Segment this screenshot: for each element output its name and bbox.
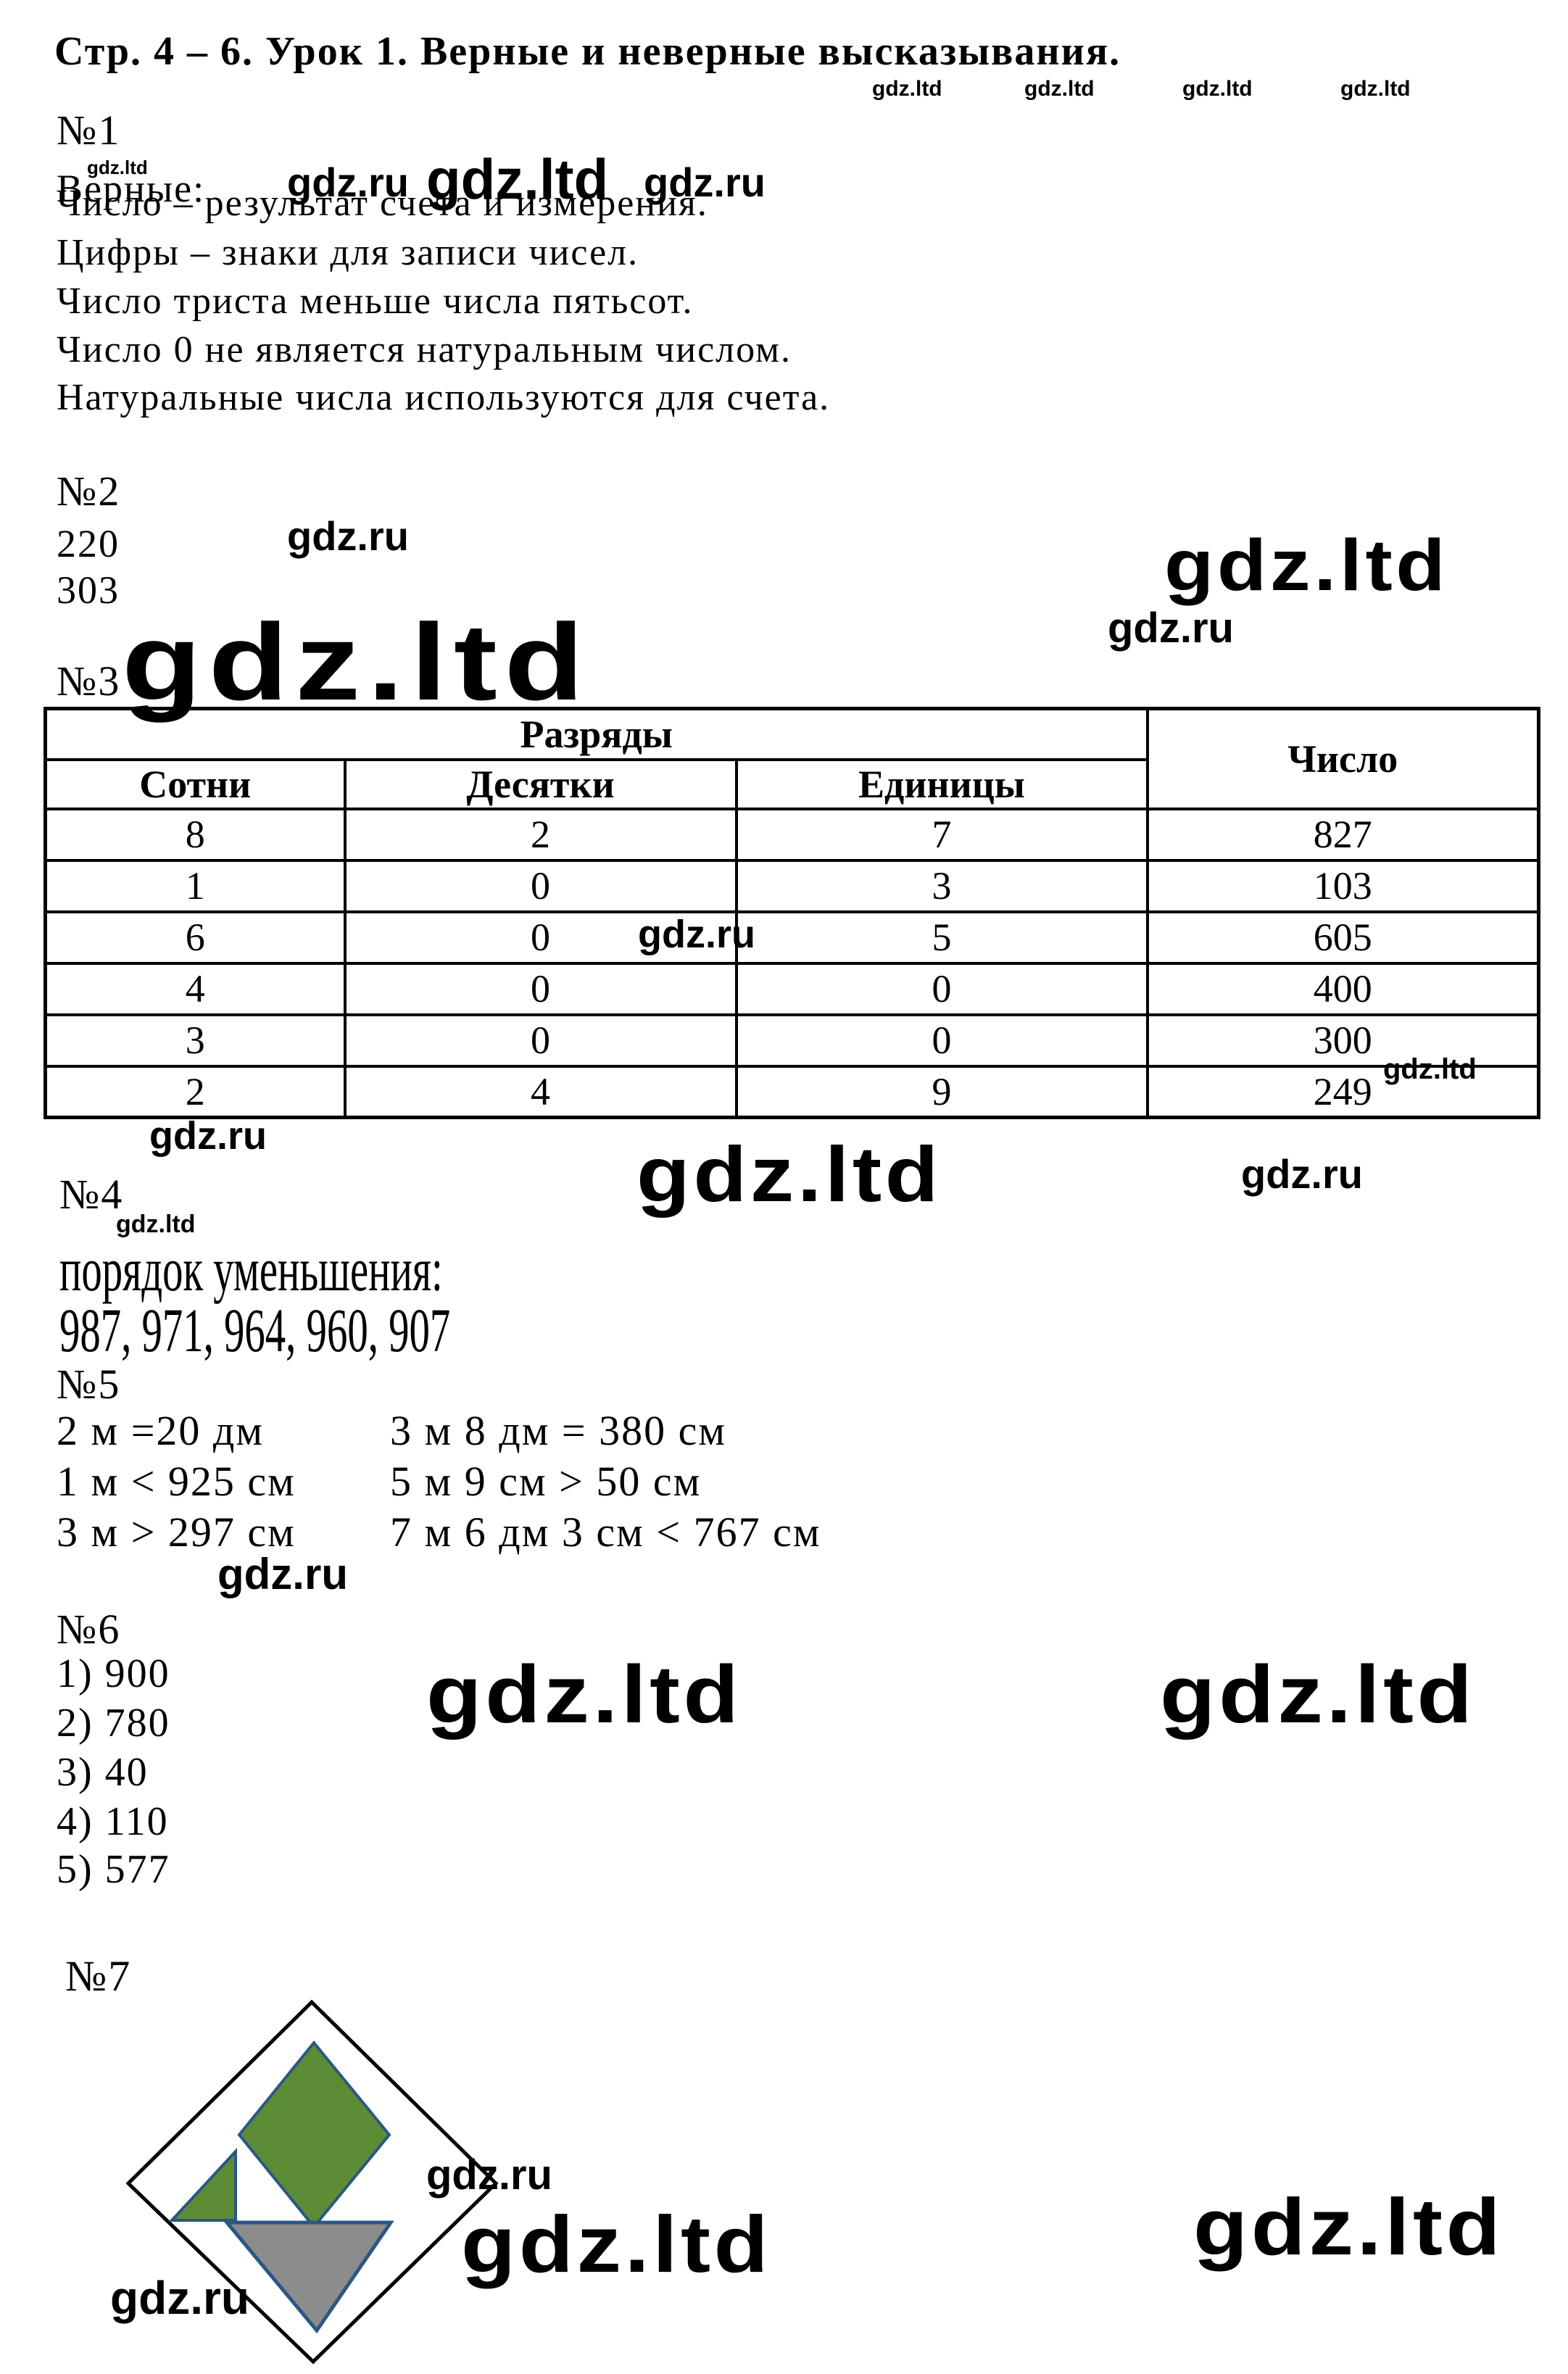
statement: Число – результат счета и измерения. [57, 183, 708, 224]
page-title: Стр. 4 – 6. Урок 1. Верные и неверные вы… [54, 29, 1121, 74]
table-header-digits: Разряды [43, 707, 1149, 761]
table-cell: 249 [1145, 1064, 1540, 1119]
table-header-units: Единицы [734, 758, 1149, 810]
watermark-gdz-ru: gdz.ru [426, 2151, 552, 2199]
watermark-gdz-ru: gdz.ru [1241, 1151, 1363, 1197]
table-cell: 8 [43, 807, 347, 862]
table-cell: 9 [734, 1064, 1149, 1119]
table-cell: 5 [734, 910, 1149, 965]
task-5-item: 3 м 8 дм = 380 см [390, 1407, 727, 1454]
watermark-gdz-ltd: gdz.ltd [116, 1211, 196, 1238]
table-cell: 0 [343, 961, 738, 1016]
task-1-intro: Верные: [57, 167, 206, 210]
statement: Число триста меньше числа пятьсот. [57, 281, 694, 322]
table-cell: 7 [734, 807, 1149, 862]
watermark-gdz-ltd: gdz.ltd [1383, 1053, 1477, 1085]
statement: Натуральные числа используются для счета… [57, 377, 831, 418]
watermark-gdz-ltd: gdz.ltd [87, 157, 148, 178]
task-7-figure [125, 1999, 499, 2365]
green-triangle-shape [168, 2147, 237, 2222]
statement: Число 0 не является натуральным числом. [57, 329, 792, 370]
watermark-gdz-ltd: gdz.ltd [122, 601, 592, 723]
table-cell: 0 [343, 910, 738, 965]
task-6-label: №6 [57, 1606, 121, 1653]
task-6-item: 4) 110 [57, 1799, 169, 1844]
table-cell: 3 [43, 1013, 347, 1068]
table-row: 1 0 3 103 [43, 858, 1540, 913]
statement: Цифры – знаки для записи чисел. [57, 232, 639, 273]
table-cell: 4 [43, 961, 347, 1016]
table-header-hundreds: Сотни [43, 758, 347, 810]
task-6-item: 5) 577 [57, 1847, 170, 1892]
table-cell: 4 [343, 1064, 738, 1119]
watermark-gdz-ltd: gdz.ltd [426, 147, 609, 211]
task-2-label: №2 [57, 468, 121, 515]
table-row: 4 0 0 400 [43, 961, 1540, 1016]
watermark-gdz-ru: gdz.ru [287, 159, 409, 205]
watermark-gdz-ru: gdz.ru [149, 1114, 267, 1158]
watermark-gdz-ltd: gdz.ltd [1193, 2183, 1504, 2272]
watermark-gdz-ru: gdz.ru [217, 1550, 348, 1598]
table-cell: 3 [734, 858, 1149, 913]
watermark-gdz-ltd: gdz.ltd [1182, 77, 1253, 101]
watermark-gdz-ru: gdz.ru [638, 913, 755, 956]
table-cell: 827 [1145, 807, 1540, 862]
task-5-item: 3 м > 297 см [57, 1508, 296, 1556]
watermark-gdz-ru: gdz.ru [644, 159, 766, 205]
table-row: 8 2 7 827 [43, 807, 1540, 862]
task-5-item: 5 м 9 см > 50 см [390, 1458, 702, 1505]
watermark-gdz-ltd: gdz.ltd [1340, 77, 1411, 101]
watermark-gdz-ltd: gdz.ltd [1024, 77, 1095, 101]
task-5-item: 2 м =20 дм [57, 1407, 265, 1454]
watermark-gdz-ltd: gdz.ltd [1164, 525, 1449, 606]
table-cell: 0 [343, 1013, 738, 1068]
task-2-answer: 220 [57, 522, 120, 565]
task-4-answer: 987, 971, 964, 960, 907 [59, 1295, 451, 1365]
watermark-gdz-ltd: gdz.ltd [872, 77, 942, 101]
task-6-item: 2) 780 [57, 1701, 170, 1746]
task-3-label: №3 [57, 657, 121, 705]
table-header-tens: Десятки [343, 758, 738, 810]
table-cell: 400 [1145, 961, 1540, 1016]
gray-triangle-shape [223, 2220, 394, 2334]
task-6-item: 1) 900 [57, 1651, 170, 1696]
table-cell: 2 [43, 1064, 347, 1119]
table-row: 2 4 9 249 [43, 1064, 1540, 1119]
watermark-gdz-ltd: gdz.ltd [461, 2200, 772, 2289]
watermark-gdz-ru: gdz.ru [1108, 605, 1234, 652]
task-6-item: 3) 40 [57, 1750, 149, 1795]
table-cell: 0 [734, 1013, 1149, 1068]
task-4-intro: порядок уменьшения: [59, 1234, 443, 1304]
table-cell: 103 [1145, 858, 1540, 913]
table-cell: 6 [43, 910, 347, 965]
task-5-item: 1 м < 925 см [57, 1458, 296, 1505]
table-cell: 605 [1145, 910, 1540, 965]
table-cell: 300 [1145, 1013, 1540, 1068]
watermark-gdz-ltd: gdz.ltd [426, 1649, 742, 1740]
place-value-table: Разряды Число Сотни Десятки Единицы 8 2 … [43, 707, 1540, 1119]
task-5-label: №5 [57, 1361, 121, 1408]
watermark-gdz-ltd: gdz.ltd [636, 1130, 942, 1218]
table-row: 3 0 0 300 [43, 1013, 1540, 1068]
task-5-item: 7 м 6 дм 3 см < 767 см [390, 1508, 821, 1556]
watermark-gdz-ru: gdz.ru [110, 2272, 249, 2324]
table-row: 6 0 5 605 [43, 910, 1540, 965]
table-header-number: Число [1145, 707, 1540, 810]
table-cell: 1 [43, 858, 347, 913]
watermark-gdz-ltd: gdz.ltd [1160, 1649, 1476, 1740]
watermark-gdz-ru: gdz.ru [287, 513, 409, 559]
table-cell: 0 [343, 858, 738, 913]
task-1-label: №1 [57, 107, 121, 154]
task-2-answer: 303 [57, 568, 120, 612]
task-4-label: №4 [59, 1171, 124, 1218]
task-7-label: №7 [65, 1952, 132, 2000]
table-cell: 0 [734, 961, 1149, 1016]
table-cell: 2 [343, 807, 738, 862]
